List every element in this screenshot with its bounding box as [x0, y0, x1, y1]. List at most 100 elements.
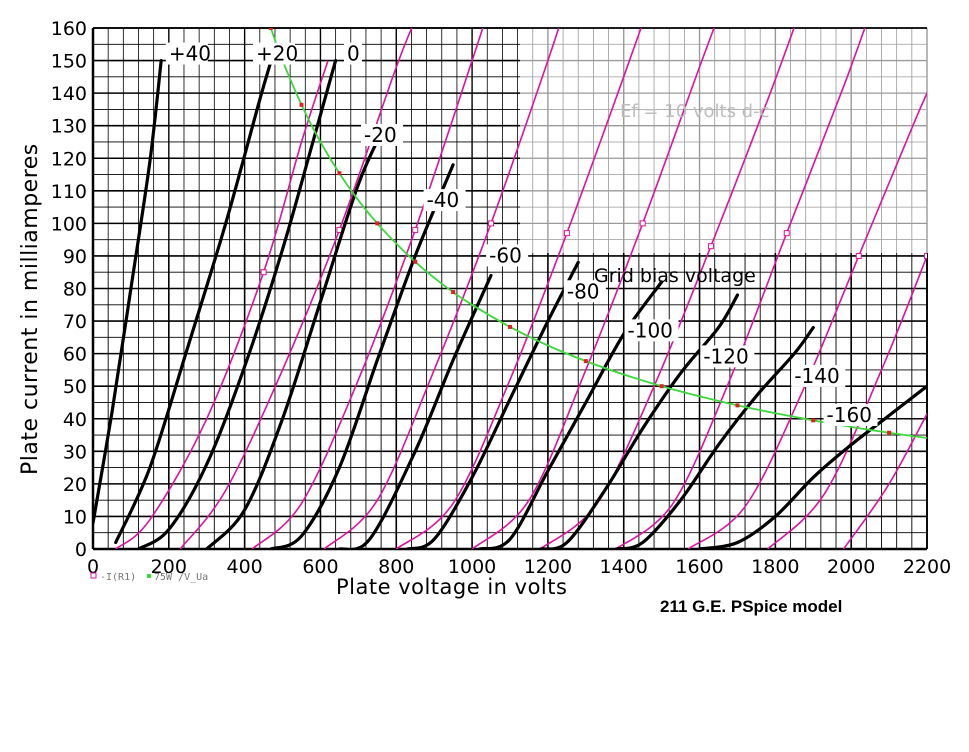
bias-curve-plus20	[114, 59, 273, 545]
x-tick-label: 1600	[675, 556, 723, 578]
curve-label-bg	[165, 42, 208, 65]
faded-grid-region	[520, 28, 928, 253]
model-curve	[179, 28, 413, 549]
x-tick-label: 1000	[448, 556, 496, 578]
model-curve	[615, 28, 866, 549]
model-curve-marker	[707, 243, 714, 250]
y-tick-label: 120	[51, 148, 87, 170]
model-curve	[323, 28, 560, 549]
model-curve-marker	[260, 269, 267, 276]
y-axis-label: Plate current in milliamperes	[18, 143, 43, 475]
curve-label-bg	[823, 404, 878, 427]
y-tick-label: 110	[51, 181, 87, 203]
model-curve-marker	[639, 220, 646, 227]
y-tick-label: 40	[63, 409, 87, 431]
model-curve	[471, 28, 715, 549]
x-tick-label: 1200	[524, 556, 572, 578]
model-curve	[395, 28, 642, 549]
model-curves	[115, 28, 927, 549]
dissipation-marker	[811, 418, 816, 423]
curve-label-bg	[361, 123, 404, 146]
x-tick-label: 0	[87, 556, 99, 578]
curve-labels: +40 +20 0 -20 -40 -60 -80 -100 -120 -140 -160	[165, 42, 878, 427]
grid	[92, 27, 928, 550]
legend-label-dissipation: 75W /V_Ua	[154, 572, 208, 583]
curve-label: +20	[256, 42, 298, 66]
model-curve	[767, 253, 927, 549]
x-tick-labels: 0 200 400 600 800 1000 1200 1400 1600 1800 2000 220…	[87, 556, 951, 578]
faint-grid	[520, 27, 928, 253]
dissipation-marker	[375, 221, 380, 226]
x-axis-label: Plate voltage in volts	[336, 575, 567, 599]
curve-label-bg	[253, 42, 296, 65]
curve-label: -100	[628, 318, 673, 342]
curve-label: -60	[489, 243, 522, 267]
curve-label: -40	[427, 188, 460, 212]
y-tick-labels: 0 10 20 30 40 50 60 70 80 90 100 110 120 130 140 150 160	[51, 18, 87, 561]
model-curve-marker	[783, 230, 790, 237]
bias-curve-minus80	[406, 260, 580, 549]
y-tick-label: 10	[63, 506, 87, 528]
curve-label-bg	[563, 280, 606, 303]
model-curve-marker	[412, 226, 419, 233]
curve-label: 0	[347, 42, 360, 66]
x-tick-label: 2000	[827, 556, 875, 578]
y-tick-label: 160	[51, 18, 87, 40]
model-curve-marker	[855, 252, 862, 259]
y-tick-label: 60	[63, 344, 87, 366]
legend-label-current: -I(R1)	[100, 572, 136, 583]
y-tick-label: 130	[51, 116, 87, 138]
bias-curve-minus160	[697, 384, 927, 549]
bias-curve-plus40	[93, 59, 163, 525]
y-tick-label: 90	[63, 246, 87, 268]
dissipation-marker	[508, 324, 512, 329]
dissipation-marker	[583, 359, 588, 364]
grid-bias-annotation: Grid bias voltage	[594, 265, 756, 287]
x-tick-label: 400	[227, 556, 263, 578]
model-curve	[687, 91, 927, 549]
model-curve-marker	[924, 252, 927, 259]
curve-label: -160	[827, 403, 872, 427]
x-tick-label: 1800	[751, 556, 799, 578]
chart-caption: 211 G.E. PSpice model	[660, 597, 842, 616]
dissipation-marker	[887, 430, 892, 435]
bias-curve-0	[136, 59, 338, 549]
grid-bias-curves	[93, 59, 927, 549]
curve-label-bg	[343, 42, 362, 65]
dissipation-marker	[268, 28, 273, 30]
y-tick-label: 70	[63, 311, 87, 333]
bias-curve-minus40	[269, 163, 455, 549]
legend-marker-current	[90, 572, 97, 579]
dissipation-marker	[735, 403, 740, 408]
y-tick-label: 0	[75, 539, 87, 561]
model-curve	[251, 28, 484, 549]
y-tick-label: 140	[51, 83, 87, 105]
curve-label-bg	[700, 345, 755, 368]
y-tick-label: 80	[63, 279, 87, 301]
model-curve	[115, 60, 329, 549]
legend: -I(R1) 75W /V_Ua	[90, 572, 208, 583]
x-tick-label: 600	[302, 556, 338, 578]
curve-label: -20	[364, 123, 397, 147]
dissipation-marker	[337, 171, 342, 176]
curve-label: -120	[703, 344, 748, 368]
x-tick-label: 200	[151, 556, 187, 578]
model-curve	[842, 412, 927, 549]
curve-label: +40	[169, 42, 211, 66]
y-tick-label: 20	[63, 474, 87, 496]
x-tick-label: 2200	[903, 556, 951, 578]
y-tick-label: 150	[51, 51, 87, 73]
bias-curve-minus20	[205, 124, 387, 549]
dissipation-line	[269, 28, 927, 439]
curve-label-bg	[791, 364, 846, 387]
x-tick-label: 800	[378, 556, 414, 578]
model-curve-marker	[488, 220, 495, 227]
y-tick-label: 50	[63, 376, 87, 398]
y-tick-label: 100	[51, 213, 87, 235]
axes	[91, 27, 928, 551]
dissipation-marker	[659, 384, 664, 389]
dissipation-marker	[451, 290, 456, 295]
dissipation-marker	[413, 259, 418, 264]
x-tick-label: 1400	[600, 556, 648, 578]
